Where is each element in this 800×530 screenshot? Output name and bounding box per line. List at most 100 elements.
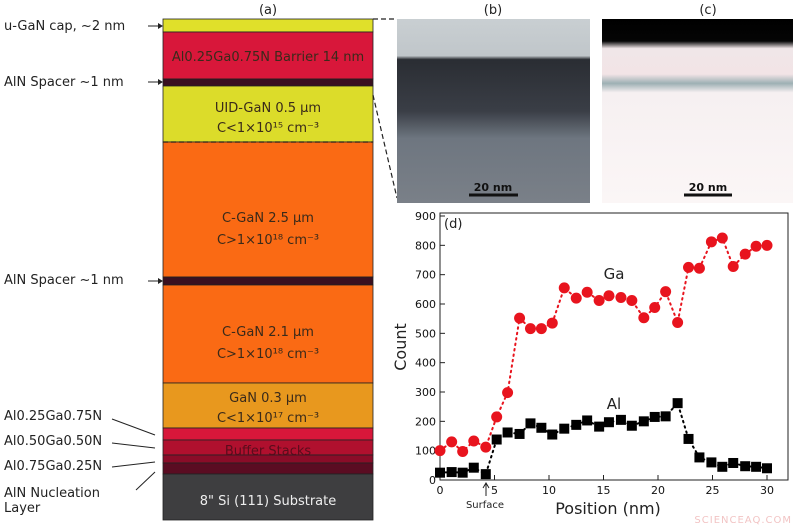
data-point-ga [468,435,480,447]
data-point-ga [558,282,570,294]
data-point-ga [593,294,605,306]
y-tick-label: 200 [415,415,436,428]
data-point-ga [683,261,695,273]
label-al75: Al0.75Ga0.25N [4,459,102,474]
x-tick-label: 10 [542,484,556,497]
layer-label-cgan1-1: C-GaN 2.5 µm [222,211,314,226]
x-axis-label: Position (nm) [555,499,661,518]
tem-image-b [397,19,590,203]
y-tick-label: 0 [429,474,436,487]
data-point-al [468,462,479,473]
data-point-al [649,411,660,422]
layer-buffer-4 [162,462,374,475]
x-tick-label: 15 [597,484,611,497]
label-spacer-1: AlN Spacer ~1 nm [4,75,124,90]
y-tick-label: 800 [415,239,436,252]
watermark: SCIENCEAQ.COM [694,515,792,526]
data-point-al [435,467,445,478]
data-point-al [582,415,593,426]
data-point-ga [649,302,661,314]
data-point-ga [502,387,514,399]
y-tick-label: 700 [415,269,436,282]
layer-label-uid-2: C<1×10¹⁵ cm⁻³ [217,121,319,136]
layer-buffer-1 [162,427,374,441]
layer-stack [162,18,374,521]
data-point-ga [570,292,582,304]
data-point-al [514,428,525,439]
data-point-al [603,417,614,428]
data-point-al [536,422,547,433]
data-point-ga [739,248,751,260]
layer-c-gan-1 [162,141,374,278]
x-tick-label: 25 [706,484,720,497]
plot-frame [439,212,789,481]
data-point-ga [491,411,503,423]
layer-gan [162,382,374,429]
layer-cap [162,18,374,33]
data-point-al [594,421,605,432]
layer-uid-gan [162,85,374,143]
data-point-al [660,411,671,422]
data-point-al [547,429,558,440]
x-tick-label: 5 [491,484,498,497]
data-point-al [626,420,637,431]
data-point-ga [638,312,650,324]
panel-label-b: (b) [484,3,502,18]
layer-label-substrate: 8" Si (111) Substrate [200,494,337,509]
y-axis-label: Count [391,323,410,371]
data-point-ga [603,290,615,302]
data-point-ga [434,445,446,457]
line-profile-chart: (d) Position (nm) Count Ga Al Surface 0 5… [391,210,789,518]
layer-substrate [162,473,374,521]
data-point-ga [524,323,536,335]
scale-bar-b: 20 nm [474,181,512,194]
data-point-al [446,467,457,478]
series-label-al: Al [607,395,621,413]
layer-label-cgan2-1: C-GaN 2.1 µm [222,325,314,340]
x-tick-label: 20 [651,484,665,497]
data-point-al [740,461,751,472]
layer-label-cgan1-2: C>1×10¹⁸ cm⁻³ [217,233,319,248]
data-point-al [706,457,717,468]
data-point-ga [705,236,717,248]
data-point-al [694,452,705,463]
data-point-ga [727,260,739,272]
data-point-al [480,469,491,480]
data-point-al [728,457,739,468]
data-point-ga [535,323,547,335]
data-point-ga [716,232,728,244]
data-point-ga [750,240,762,252]
panel-label-a: (a) [259,3,277,18]
data-point-ga [672,316,684,328]
label-al25: Al0.25Ga0.75N [4,409,102,424]
data-point-ga [693,262,705,274]
data-point-al [457,467,468,478]
y-tick-label: 400 [415,357,436,370]
data-point-ga [480,441,492,453]
layer-barrier [162,31,374,80]
data-point-ga [660,286,672,298]
y-tick-label: 100 [415,445,436,458]
data-point-al [751,461,762,472]
surface-annotation: Surface [466,500,504,511]
data-point-al [762,463,772,474]
layer-label-cgan2-2: C>1×10¹⁸ cm⁻³ [217,347,319,362]
data-point-al [672,398,683,409]
layer-label-uid-1: UID-GaN 0.5 µm [215,101,321,116]
data-point-ga [581,286,593,298]
data-point-ga [615,292,627,304]
layer-label-gan-2: C<1×10¹⁷ cm⁻³ [217,411,319,426]
data-point-al [717,461,728,472]
x-tick-label: 30 [760,484,774,497]
data-point-ga [626,294,638,306]
data-point-ga [761,239,773,251]
data-point-ga [446,436,458,448]
data-point-al [491,434,502,445]
label-al50: Al0.50Ga0.50N [4,434,102,449]
data-point-al [525,418,536,429]
data-point-al [615,414,626,425]
layer-spacer-1 [162,78,374,87]
layer-label-gan-1: GaN 0.3 µm [229,391,307,406]
layer-label-buffer: Buffer Stacks [225,444,312,459]
